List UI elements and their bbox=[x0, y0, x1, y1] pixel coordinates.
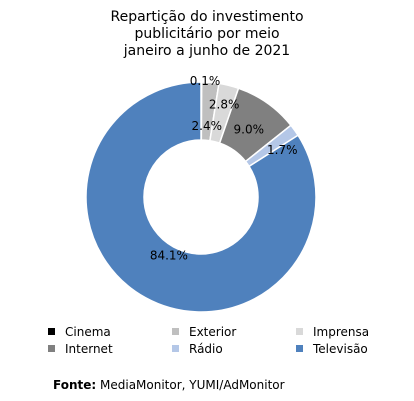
value-label-radio: 1.7% bbox=[267, 143, 298, 157]
legend-label-exterior: Exterior bbox=[189, 325, 236, 339]
legend-swatch-imprensa bbox=[296, 328, 303, 335]
legend-label-internet: Internet bbox=[65, 342, 113, 356]
legend-label-radio: Rádio bbox=[189, 342, 223, 356]
slice-televisao bbox=[85, 81, 317, 313]
legend-label-televisao: Televisão bbox=[312, 342, 368, 356]
value-label-exterior: 2.4% bbox=[192, 119, 223, 133]
value-label-cinema: 0.1% bbox=[190, 74, 221, 88]
legend-swatch-internet bbox=[48, 345, 55, 352]
source-label: Fonte: bbox=[53, 378, 97, 392]
legend-swatch-cinema bbox=[48, 328, 55, 335]
chart-title-line-2: publicitário por meio bbox=[134, 26, 280, 42]
legend-label-cinema: Cinema bbox=[65, 325, 111, 339]
value-label-imprensa: 2.8% bbox=[209, 97, 240, 111]
chart-title-line-3: janeiro a junho de 2021 bbox=[123, 43, 291, 59]
legend-swatch-televisao bbox=[296, 345, 303, 352]
legend-label-imprensa: Imprensa bbox=[313, 325, 369, 339]
value-label-internet: 9.0% bbox=[234, 122, 265, 136]
value-label-televisao: 84.1% bbox=[150, 248, 188, 262]
chart-title-line-1: Repartição do investimento bbox=[110, 9, 304, 25]
source-note: Fonte: MediaMonitor, YUMI/AdMonitor bbox=[53, 378, 285, 392]
chart-title: Repartição do investimento publicitário … bbox=[0, 9, 414, 60]
legend-swatch-radio bbox=[172, 345, 179, 352]
source-text: MediaMonitor, YUMI/AdMonitor bbox=[100, 378, 285, 392]
legend-swatch-exterior bbox=[172, 328, 179, 335]
